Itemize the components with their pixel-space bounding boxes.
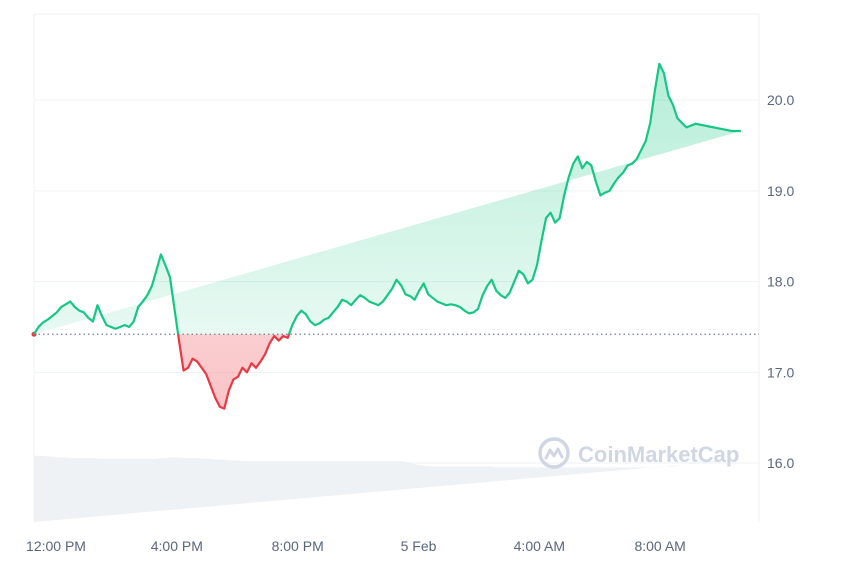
x-tick-label: 8:00 PM	[272, 538, 324, 554]
x-tick-label: 12:00 PM	[26, 538, 86, 554]
x-tick-label: 5 Feb	[401, 538, 437, 554]
y-tick-label: 18.0	[767, 274, 794, 290]
area-fill-up	[34, 63, 741, 335]
y-axis-ticks: 16.0 17.0 18.0 19.0 20.0	[767, 92, 794, 471]
price-area-fill	[34, 63, 741, 409]
y-tick-label: 19.0	[767, 183, 794, 199]
x-tick-label: 4:00 PM	[151, 538, 203, 554]
price-line	[33, 62, 741, 410]
y-tick-label: 16.0	[767, 455, 794, 471]
volume-area	[34, 455, 741, 522]
y-tick-label: 20.0	[767, 92, 794, 108]
y-tick-label: 17.0	[767, 364, 794, 380]
x-tick-label: 4:00 AM	[514, 538, 565, 554]
x-axis-ticks: 12:00 PM 4:00 PM 8:00 PM 5 Feb 4:00 AM 8:00 A…	[26, 538, 686, 554]
price-line-up	[33, 62, 741, 335]
watermark: CoinMarketCap	[538, 437, 739, 469]
baseline-reference	[31, 331, 759, 337]
x-tick-label: 8:00 AM	[634, 538, 685, 554]
volume-fill	[34, 455, 741, 522]
coinmarketcap-logo-icon	[538, 437, 570, 469]
watermark-text: CoinMarketCap	[578, 442, 739, 467]
area-fill-down	[178, 334, 290, 409]
